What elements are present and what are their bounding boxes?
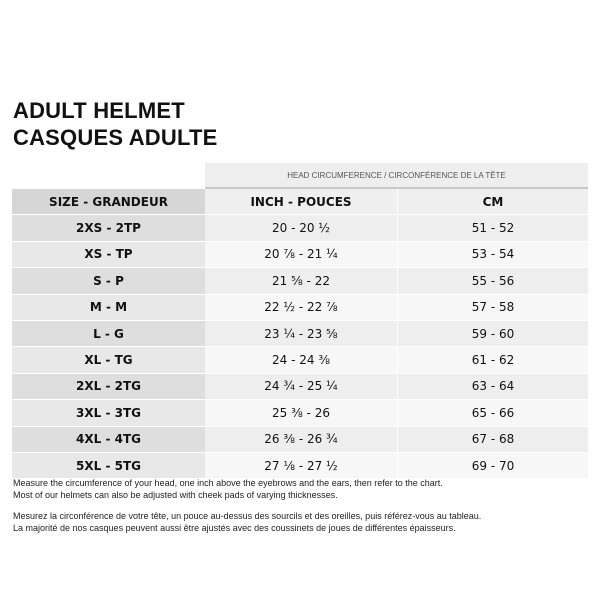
table-row: 4XL - 4TG 26 ⅜ - 26 ¾ 67 - 68 <box>12 426 588 453</box>
column-header-cm: CM <box>398 189 588 215</box>
table-row: 2XL - 2TG 24 ¾ - 25 ¼ 63 - 64 <box>12 373 588 401</box>
size-cell: M - M <box>12 294 205 320</box>
size-chart-table: HEAD CIRCUMFERENCE / CIRCONFÉRENCE DE LA… <box>12 163 588 480</box>
table-row: L - G 23 ¼ - 23 ⅝ 59 - 60 <box>12 320 588 348</box>
inch-cell: 24 - 24 ⅜ <box>205 347 398 373</box>
size-cell: XL - TG <box>12 347 205 373</box>
instructions: Measure the circumference of your head, … <box>13 478 481 544</box>
cm-cell: 59 - 60 <box>398 320 588 347</box>
inch-cell: 20 - 20 ½ <box>205 215 398 241</box>
cm-cell: 65 - 66 <box>398 400 588 426</box>
inch-cell: 24 ¾ - 25 ¼ <box>205 373 398 400</box>
size-cell: XS - TP <box>12 241 205 268</box>
inch-cell: 27 ⅛ - 27 ½ <box>205 452 398 479</box>
instructions-french: Mesurez la circonférence de votre tête, … <box>13 511 481 534</box>
inch-cell: 22 ½ - 22 ⅞ <box>205 294 398 320</box>
cm-cell: 55 - 56 <box>398 268 588 294</box>
size-cell: 5XL - 5TG <box>12 452 205 479</box>
table-row: 5XL - 5TG 27 ⅛ - 27 ½ 69 - 70 <box>12 452 588 480</box>
title-english: ADULT HELMET <box>13 98 185 123</box>
size-cell: 2XL - 2TG <box>12 373 205 400</box>
cm-cell: 69 - 70 <box>398 452 588 479</box>
size-cell: 4XL - 4TG <box>12 426 205 452</box>
note-line: Measure the circumference of your head, … <box>13 478 443 488</box>
inch-cell: 23 ¼ - 23 ⅝ <box>205 320 398 347</box>
size-cell: 3XL - 3TG <box>12 400 205 426</box>
cm-cell: 67 - 68 <box>398 426 588 452</box>
note-line: Most of our helmets can also be adjusted… <box>13 489 338 500</box>
cm-cell: 63 - 64 <box>398 373 588 400</box>
inch-cell: 20 ⅞ - 21 ¼ <box>205 241 398 268</box>
inch-cell: 25 ⅜ - 26 <box>205 400 398 426</box>
size-cell: S - P <box>12 268 205 294</box>
table-row: S - P 21 ⅝ - 22 55 - 56 <box>12 268 588 295</box>
cm-cell: 51 - 52 <box>398 215 588 241</box>
table-row: XL - TG 24 - 24 ⅜ 61 - 62 <box>12 347 588 374</box>
size-cell: L - G <box>12 320 205 347</box>
group-header: HEAD CIRCUMFERENCE / CIRCONFÉRENCE DE LA… <box>205 163 588 189</box>
inch-cell: 21 ⅝ - 22 <box>205 268 398 294</box>
column-header-row: SIZE - GRANDEUR INCH - POUCES CM <box>12 189 588 216</box>
cm-cell: 61 - 62 <box>398 347 588 373</box>
cm-cell: 57 - 58 <box>398 294 588 320</box>
note-line: La majorité de nos casques peuvent aussi… <box>13 522 456 533</box>
column-header-size: SIZE - GRANDEUR <box>12 189 205 215</box>
column-header-inch: INCH - POUCES <box>205 189 398 215</box>
instructions-english: Measure the circumference of your head, … <box>13 478 481 501</box>
table-row: M - M 22 ½ - 22 ⅞ 57 - 58 <box>12 294 588 321</box>
table-row: XS - TP 20 ⅞ - 21 ¼ 53 - 54 <box>12 241 588 269</box>
page-title: ADULT HELMET CASQUES ADULTE <box>13 97 217 151</box>
size-cell: 2XS - 2TP <box>12 215 205 241</box>
table-row: 2XS - 2TP 20 - 20 ½ 51 - 52 <box>12 215 588 242</box>
inch-cell: 26 ⅜ - 26 ¾ <box>205 426 398 452</box>
title-french: CASQUES ADULTE <box>13 125 218 150</box>
cm-cell: 53 - 54 <box>398 241 588 268</box>
table-row: 3XL - 3TG 25 ⅜ - 26 65 - 66 <box>12 400 588 427</box>
note-line: Mesurez la circonférence de votre tête, … <box>13 511 482 521</box>
